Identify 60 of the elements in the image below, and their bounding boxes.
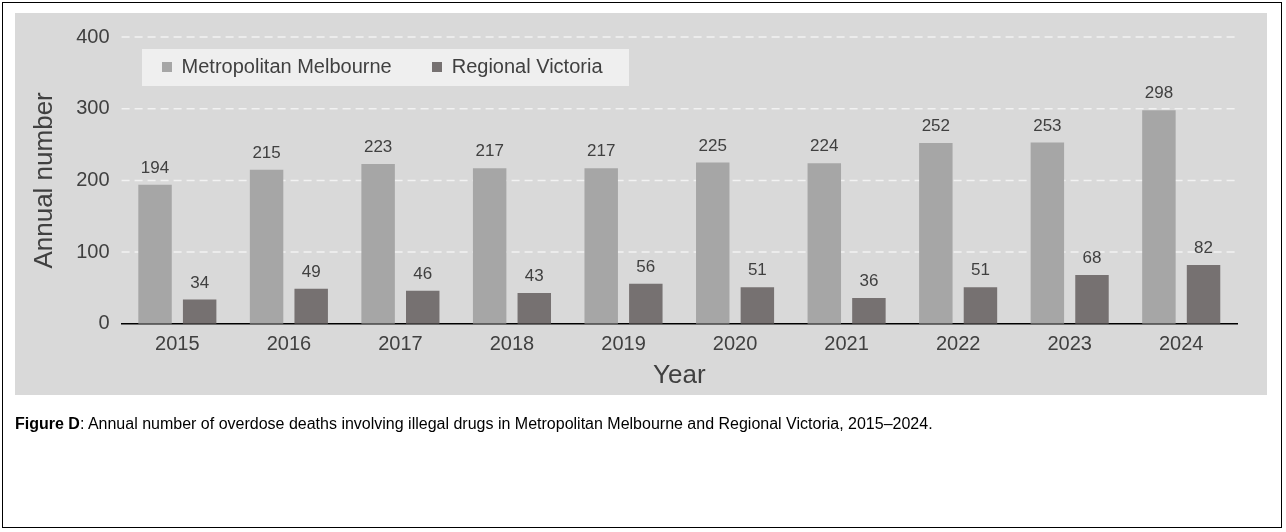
data-label: 253 [1033,115,1062,135]
data-label: 225 [698,135,727,155]
bar [963,287,998,324]
x-tick-label: 2017 [378,332,423,355]
bar [249,169,284,324]
x-tick-label: 2020 [712,332,758,355]
bar [361,163,395,324]
bar [138,184,172,324]
data-label: 56 [636,256,656,276]
data-label: 46 [413,264,433,284]
data-label: 51 [970,260,990,280]
legend-label: Metropolitan Melbourne [181,55,392,78]
x-tick-label: 2024 [1158,332,1204,355]
data-label: 34 [190,272,210,292]
x-tick-label: 2023 [1047,332,1092,355]
bar [294,288,328,324]
bar [1142,110,1176,324]
data-label: 43 [524,266,544,286]
y-tick-label: 200 [76,167,110,190]
bar [584,168,618,324]
bar [629,283,663,324]
y-tick-label: 300 [76,96,110,119]
bar [406,290,440,324]
bar [919,143,953,324]
x-axis-title: Year [653,358,706,389]
x-tick-label: 2018 [489,332,535,355]
bar [1075,275,1109,324]
data-label: 82 [1194,238,1213,258]
bar [472,168,507,324]
x-tick-label: 2015 [155,332,200,355]
bar [740,287,775,324]
data-label: 194 [140,157,170,177]
y-tick-label: 100 [76,239,110,262]
bar [1030,142,1065,324]
data-label: 68 [1082,248,1102,268]
bar [852,297,886,324]
x-tick-label: 2022 [935,332,981,355]
x-tick-label: 2021 [824,332,869,355]
bar [807,163,842,324]
bar [1186,265,1221,324]
data-label: 298 [1144,83,1174,103]
data-label: 51 [747,260,767,280]
data-label: 217 [475,141,504,161]
bar [696,162,730,324]
data-label: 252 [921,116,951,136]
bar [182,299,217,324]
x-tick-label: 2019 [601,332,646,355]
bar [517,292,552,324]
x-tick-label: 2016 [266,332,312,355]
data-label: 223 [363,137,393,157]
y-tick-label: 0 [98,311,110,334]
y-tick-label: 400 [76,24,110,47]
data-label: 217 [587,141,616,161]
data-label: 49 [301,261,321,281]
data-label: 224 [810,136,839,156]
data-label: 36 [859,271,879,291]
y-axis-title: Annual number [27,91,58,269]
legend-label: Regional Victoria [451,55,603,78]
text: Figure D: Annual number of overdose deaths involving illegal drugs in Metropolitan Melbourne and Regional Victoria, 2015–2024. [15,414,934,434]
data-label: 215 [252,142,281,162]
